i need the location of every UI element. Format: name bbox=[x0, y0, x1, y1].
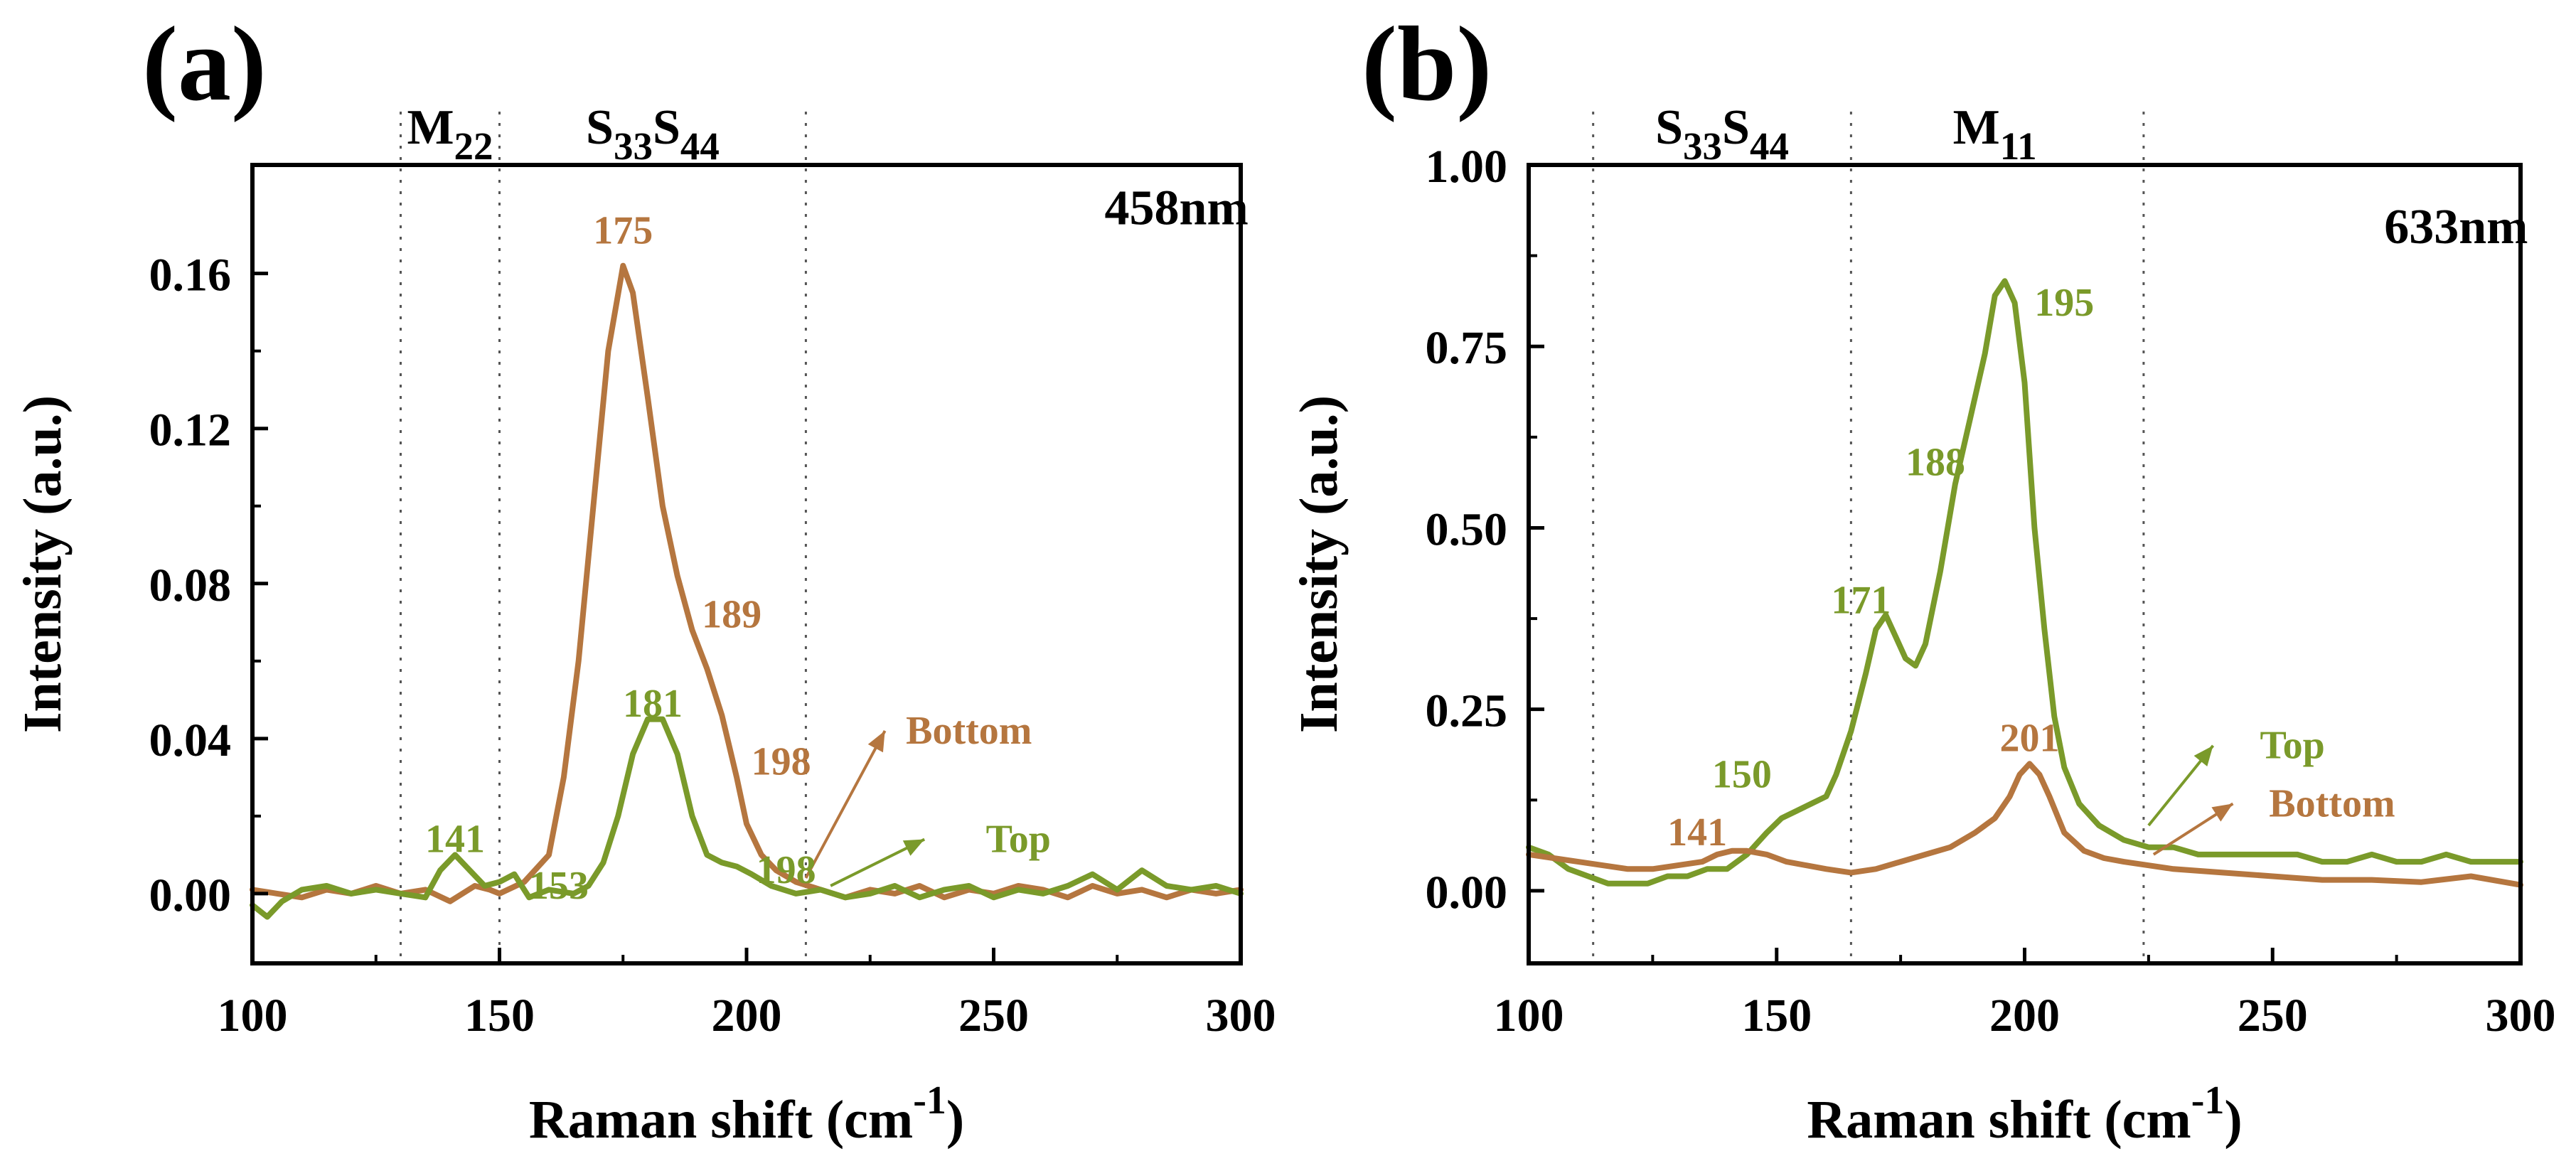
region-base: M bbox=[1953, 100, 2000, 155]
x-tick-label: 300 bbox=[2486, 990, 2556, 1042]
y-tick-label: 0.16 bbox=[149, 250, 232, 301]
wavelength-label: 633nm bbox=[2384, 200, 2528, 255]
series-line-top bbox=[1526, 278, 2523, 887]
x-tick-label: 150 bbox=[464, 990, 535, 1042]
x-axis-label-main: Raman shift (cm bbox=[1807, 1090, 2191, 1150]
series-line-bottom bbox=[1526, 761, 2523, 888]
y-tick-label: 0.00 bbox=[1426, 867, 1508, 919]
y-tick-label: 0.75 bbox=[1426, 322, 1508, 374]
y-tick-label: 0.50 bbox=[1426, 503, 1508, 555]
x-axis-label-close: ) bbox=[2224, 1090, 2242, 1150]
arrow-head-top bbox=[902, 839, 925, 856]
x-tick-label: 250 bbox=[2238, 990, 2308, 1042]
x-axis-label-close: ) bbox=[946, 1090, 964, 1150]
region-base: S bbox=[586, 100, 614, 155]
y-tick-label: 0.04 bbox=[149, 715, 232, 766]
x-tick-label: 250 bbox=[958, 990, 1029, 1042]
x-axis-label: Raman shift (cm-1) bbox=[529, 1079, 964, 1150]
peak-label: 201 bbox=[1999, 717, 2059, 761]
x-axis-label: Raman shift (cm-1) bbox=[1807, 1079, 2242, 1150]
panel-b-label: (b) bbox=[1362, 5, 1492, 123]
arrow-head-bottom bbox=[2211, 803, 2233, 822]
y-tick-label: 0.08 bbox=[149, 560, 232, 611]
arrow-head-bottom bbox=[867, 730, 885, 753]
peak-label: 195 bbox=[2034, 281, 2094, 325]
y-tick-label: 1.00 bbox=[1426, 141, 1508, 193]
arrow-label-bottom: Bottom bbox=[2269, 781, 2395, 825]
y-tick-label: 0.12 bbox=[149, 405, 232, 456]
region-label-0: M22 bbox=[407, 100, 493, 168]
region-sub: 11 bbox=[2000, 124, 2037, 168]
x-tick-label: 200 bbox=[712, 990, 782, 1042]
peak-label: 198 bbox=[752, 740, 811, 784]
arrow-label-top: Top bbox=[986, 818, 1051, 862]
peak-label: 198 bbox=[757, 848, 816, 892]
peak-label: 189 bbox=[702, 592, 761, 636]
peak-label: 153 bbox=[529, 864, 589, 908]
region-sub2: 44 bbox=[1750, 124, 1789, 168]
x-tick-label: 100 bbox=[218, 990, 288, 1042]
peak-label: 171 bbox=[1831, 579, 1891, 623]
arrow-label-bottom: Bottom bbox=[906, 709, 1032, 753]
series-line-top bbox=[250, 716, 1244, 920]
region-label-0: S33S44 bbox=[1655, 100, 1789, 168]
peak-label: 150 bbox=[1712, 753, 1772, 797]
region-label-1: M11 bbox=[1953, 100, 2037, 168]
x-tick-label: 200 bbox=[1989, 990, 2060, 1042]
region-base: S bbox=[1655, 100, 1683, 155]
region-sub: 22 bbox=[454, 124, 493, 168]
wavelength-label: 458nm bbox=[1105, 181, 1249, 235]
x-axis-label-main: Raman shift (cm bbox=[529, 1090, 913, 1150]
y-tick-label: 0.00 bbox=[149, 870, 232, 921]
region-base2: S bbox=[1722, 100, 1750, 155]
x-tick-label: 150 bbox=[1741, 990, 1812, 1042]
region-base: M bbox=[407, 100, 454, 155]
x-tick-label: 300 bbox=[1206, 990, 1276, 1042]
peak-label: 181 bbox=[623, 682, 683, 726]
peak-label: 188 bbox=[1906, 441, 1965, 485]
arrow-label-top: Top bbox=[2260, 724, 2324, 768]
x-axis-label-sup: -1 bbox=[2191, 1079, 2225, 1123]
y-axis-label: Intensity (a.u.) bbox=[13, 395, 73, 733]
region-sub2: 44 bbox=[680, 124, 720, 168]
peak-label: 175 bbox=[593, 209, 653, 253]
region-sub: 33 bbox=[614, 124, 653, 168]
arrow-head-top bbox=[2193, 745, 2213, 767]
region-label-1: S33S44 bbox=[586, 100, 720, 168]
region-sub: 33 bbox=[1683, 124, 1722, 168]
y-tick-label: 0.25 bbox=[1426, 685, 1508, 737]
peak-label: 141 bbox=[425, 818, 485, 862]
y-axis-label: Intensity (a.u.) bbox=[1289, 395, 1349, 733]
x-tick-label: 100 bbox=[1494, 990, 1564, 1042]
peak-label: 141 bbox=[1667, 810, 1727, 855]
region-base2: S bbox=[653, 100, 680, 155]
panel-a-label: (a) bbox=[142, 5, 267, 123]
x-axis-label-sup: -1 bbox=[913, 1079, 946, 1123]
series-line-bottom bbox=[250, 262, 1244, 904]
arrow-line-bottom bbox=[804, 729, 887, 879]
